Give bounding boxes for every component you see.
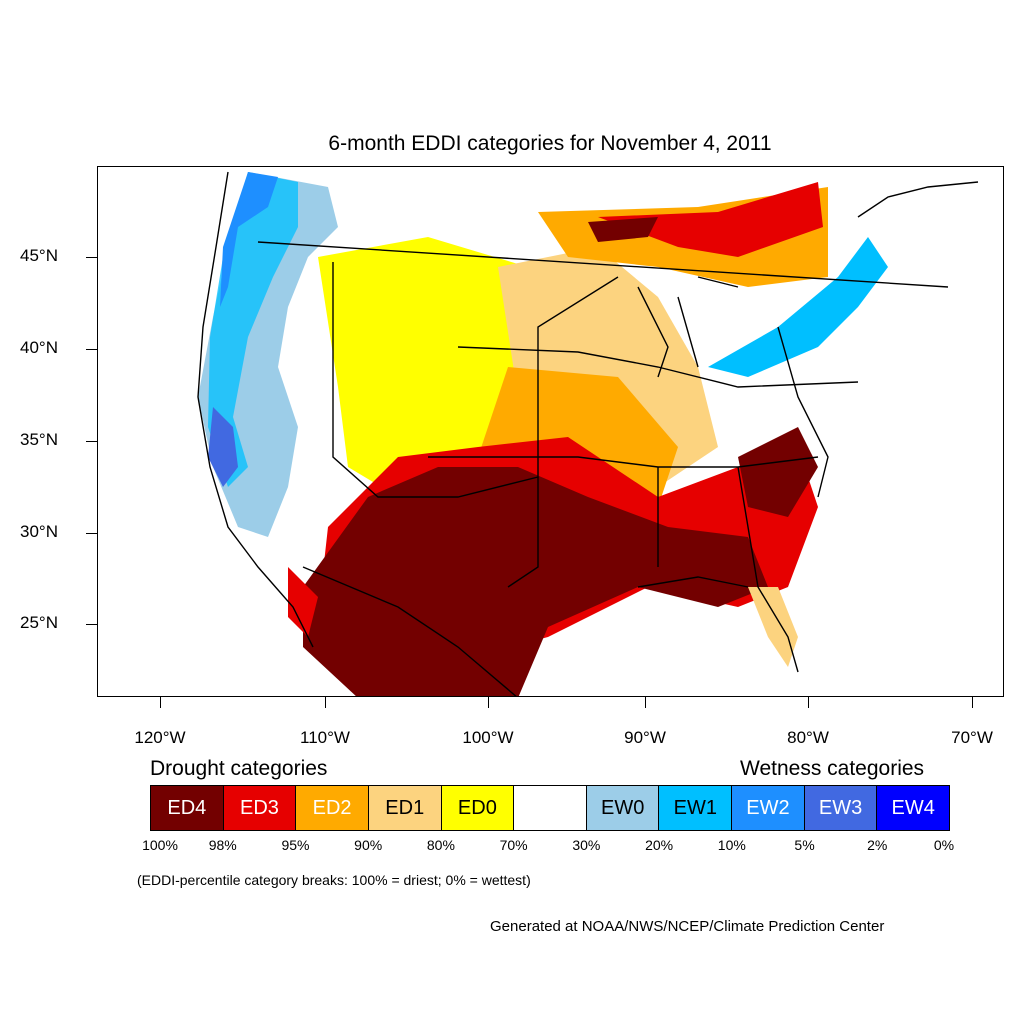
- legend-box-ed1: ED1: [368, 786, 442, 830]
- lon-label-90: 90°W: [624, 728, 666, 747]
- percent-break-label: 90%: [354, 837, 383, 853]
- florida-ed1-region: [748, 587, 798, 667]
- lat-tick: [86, 257, 97, 258]
- lat-label-40: 40°N: [20, 338, 58, 357]
- legend-box-ew3: EW3: [804, 786, 878, 830]
- lon-label-120: 120°W: [134, 728, 186, 747]
- lat-label-25: 25°N: [20, 613, 58, 632]
- legend-box-ew4: EW4: [877, 786, 950, 830]
- northeast-wet-region: [708, 237, 888, 377]
- wetness-categories-heading: Wetness categories: [740, 757, 925, 780]
- percent-break-label: 20%: [645, 837, 674, 853]
- percent-break-label: 95%: [281, 837, 310, 853]
- percent-break-label: 80%: [426, 837, 455, 853]
- baja-ed3-region: [288, 567, 318, 637]
- lon-tick: [645, 697, 646, 708]
- lat-label-35: 35°N: [20, 430, 58, 449]
- percent-break-label: 5%: [794, 837, 815, 853]
- canada-ed4-region: [588, 217, 658, 242]
- lon-label-100: 100°W: [462, 728, 514, 747]
- california-ew3-region: [208, 407, 238, 487]
- lat-tick: [86, 624, 97, 625]
- lat-label-30: 30°N: [20, 522, 58, 541]
- credit-text: Generated at NOAA/NWS/NCEP/Climate Predi…: [490, 918, 885, 935]
- lon-tick: [325, 697, 326, 708]
- boundary-lines: [197, 171, 979, 696]
- legend-box-ed4: ED4: [151, 786, 224, 830]
- legend-box-ed0: ED0: [441, 786, 515, 830]
- category-breaks-note: (EDDI-percentile category breaks: 100% =…: [137, 872, 531, 888]
- percent-break-label: 30%: [572, 837, 601, 853]
- legend-box-normal: [514, 786, 587, 830]
- lon-label-70: 70°W: [951, 728, 993, 747]
- percent-break-label: 2%: [867, 837, 888, 853]
- legend-box-ew0: EW0: [586, 786, 660, 830]
- lon-label-80: 80°W: [787, 728, 829, 747]
- map-title: 6-month EDDI categories for November 4, …: [328, 132, 772, 155]
- percent-break-label: 0%: [933, 837, 955, 853]
- canada-ed3-region: [598, 182, 823, 257]
- drought-categories-heading: Drought categories: [150, 757, 328, 780]
- southeast-ed4-region: [738, 427, 818, 517]
- lon-tick: [160, 697, 161, 708]
- lat-tick: [86, 533, 97, 534]
- lat-label-45: 45°N: [20, 246, 58, 265]
- lon-label-110: 110°W: [300, 728, 350, 747]
- lon-tick: [972, 697, 973, 708]
- legend-colorbar: ED4 ED3 ED2 ED1 ED0 EW0 EW1 EW2 EW3 EW4: [150, 785, 950, 831]
- lat-tick: [86, 441, 97, 442]
- legend-box-ew1: EW1: [659, 786, 733, 830]
- lon-tick: [808, 697, 809, 708]
- south-ed4-region: [303, 467, 768, 696]
- legend-box-ed3: ED3: [223, 786, 297, 830]
- lat-tick: [86, 349, 97, 350]
- percent-break-label: 98%: [208, 837, 237, 853]
- legend-box-ew2: EW2: [732, 786, 805, 830]
- eddi-map: [197, 171, 979, 696]
- percent-break-label: 10%: [717, 837, 746, 853]
- northwest-ew4-region: [220, 172, 278, 307]
- map-panel: [97, 166, 1004, 697]
- percent-break-label: 70%: [499, 837, 528, 853]
- legend-box-ed2: ED2: [296, 786, 369, 830]
- lon-tick: [488, 697, 489, 708]
- percent-break-label: 100%: [142, 837, 178, 853]
